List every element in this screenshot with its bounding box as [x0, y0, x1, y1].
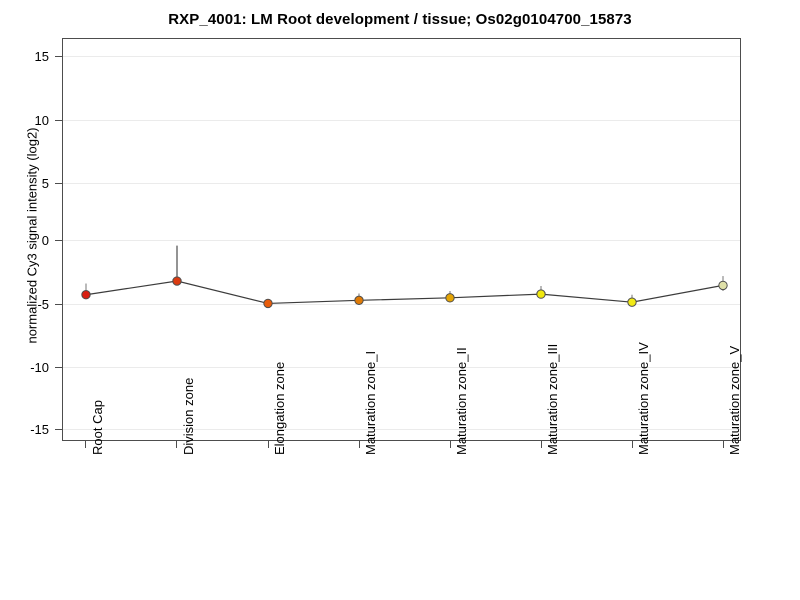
data-point — [172, 276, 182, 286]
data-point — [354, 295, 364, 306]
x-tick-mark — [450, 441, 451, 448]
y-tick-label: -5 — [37, 297, 49, 312]
data-point — [263, 298, 273, 309]
x-tick-mark — [632, 441, 633, 448]
x-tick-label-maturation-zone-iv: Maturation zone_IV — [636, 342, 651, 455]
y-tick-label: 15 — [34, 49, 49, 64]
x-tick-label-maturation-zone-v: Maturation zone_V — [727, 345, 742, 455]
x-tick-label-elongation-zone: Elongation zone — [272, 361, 287, 455]
x-tick-mark — [85, 441, 86, 448]
y-tick-5: 5 — [0, 177, 49, 190]
x-tick-label-maturation-zone-i: Maturation zone_I — [363, 350, 378, 455]
y-tick-label: 5 — [41, 176, 49, 191]
y-tick-15: 15 — [0, 50, 49, 63]
chart-title: RXP_4001: LM Root development / tissue; … — [168, 11, 632, 28]
y-tick-label: 10 — [34, 113, 49, 128]
x-tick-label-division-zone: Division zone — [181, 377, 196, 455]
series-plot — [81, 245, 728, 309]
y-tick-label: -10 — [30, 360, 49, 375]
y-tick-minus5: -5 — [0, 298, 49, 311]
x-tick-mark — [268, 441, 269, 448]
y-tick-mark — [55, 429, 62, 430]
gridline-10 — [63, 120, 740, 121]
series-line — [85, 280, 724, 305]
series-points-group — [81, 276, 728, 309]
gridline-minus10 — [63, 367, 740, 368]
x-tick-mark — [176, 441, 177, 448]
y-tick-minus15: -15 — [0, 423, 49, 436]
gridline-15 — [63, 56, 740, 57]
y-tick-mark — [55, 367, 62, 368]
gridline-minus5 — [63, 304, 740, 305]
y-tick-minus10: -10 — [0, 361, 49, 374]
error-bars-group — [85, 245, 724, 307]
y-tick-0: 0 — [0, 234, 49, 247]
x-tick-mark — [541, 441, 542, 448]
gridline-0 — [63, 240, 740, 241]
y-tick-mark — [55, 240, 62, 241]
data-point — [718, 280, 728, 291]
plot-area — [62, 38, 741, 441]
x-tick-label-maturation-zone-iii: Maturation zone_III — [545, 343, 560, 455]
data-point — [627, 297, 637, 307]
gridline-5 — [63, 183, 740, 184]
y-tick-mark — [55, 304, 62, 305]
x-tick-label-maturation-zone-ii: Maturation zone_II — [454, 347, 469, 455]
x-tick-label-root-cap: Root Cap — [90, 400, 105, 455]
y-tick-mark — [55, 120, 62, 121]
data-point — [445, 293, 455, 303]
data-point — [536, 289, 546, 299]
y-tick-mark — [55, 56, 62, 57]
x-tick-mark — [359, 441, 360, 448]
data-point — [81, 290, 91, 300]
y-tick-label: -15 — [30, 422, 49, 437]
y-tick-label: 0 — [41, 233, 49, 248]
y-tick-mark — [55, 183, 62, 184]
x-tick-mark — [723, 441, 724, 448]
y-tick-10: 10 — [0, 114, 49, 127]
gridline-minus15 — [63, 429, 740, 430]
